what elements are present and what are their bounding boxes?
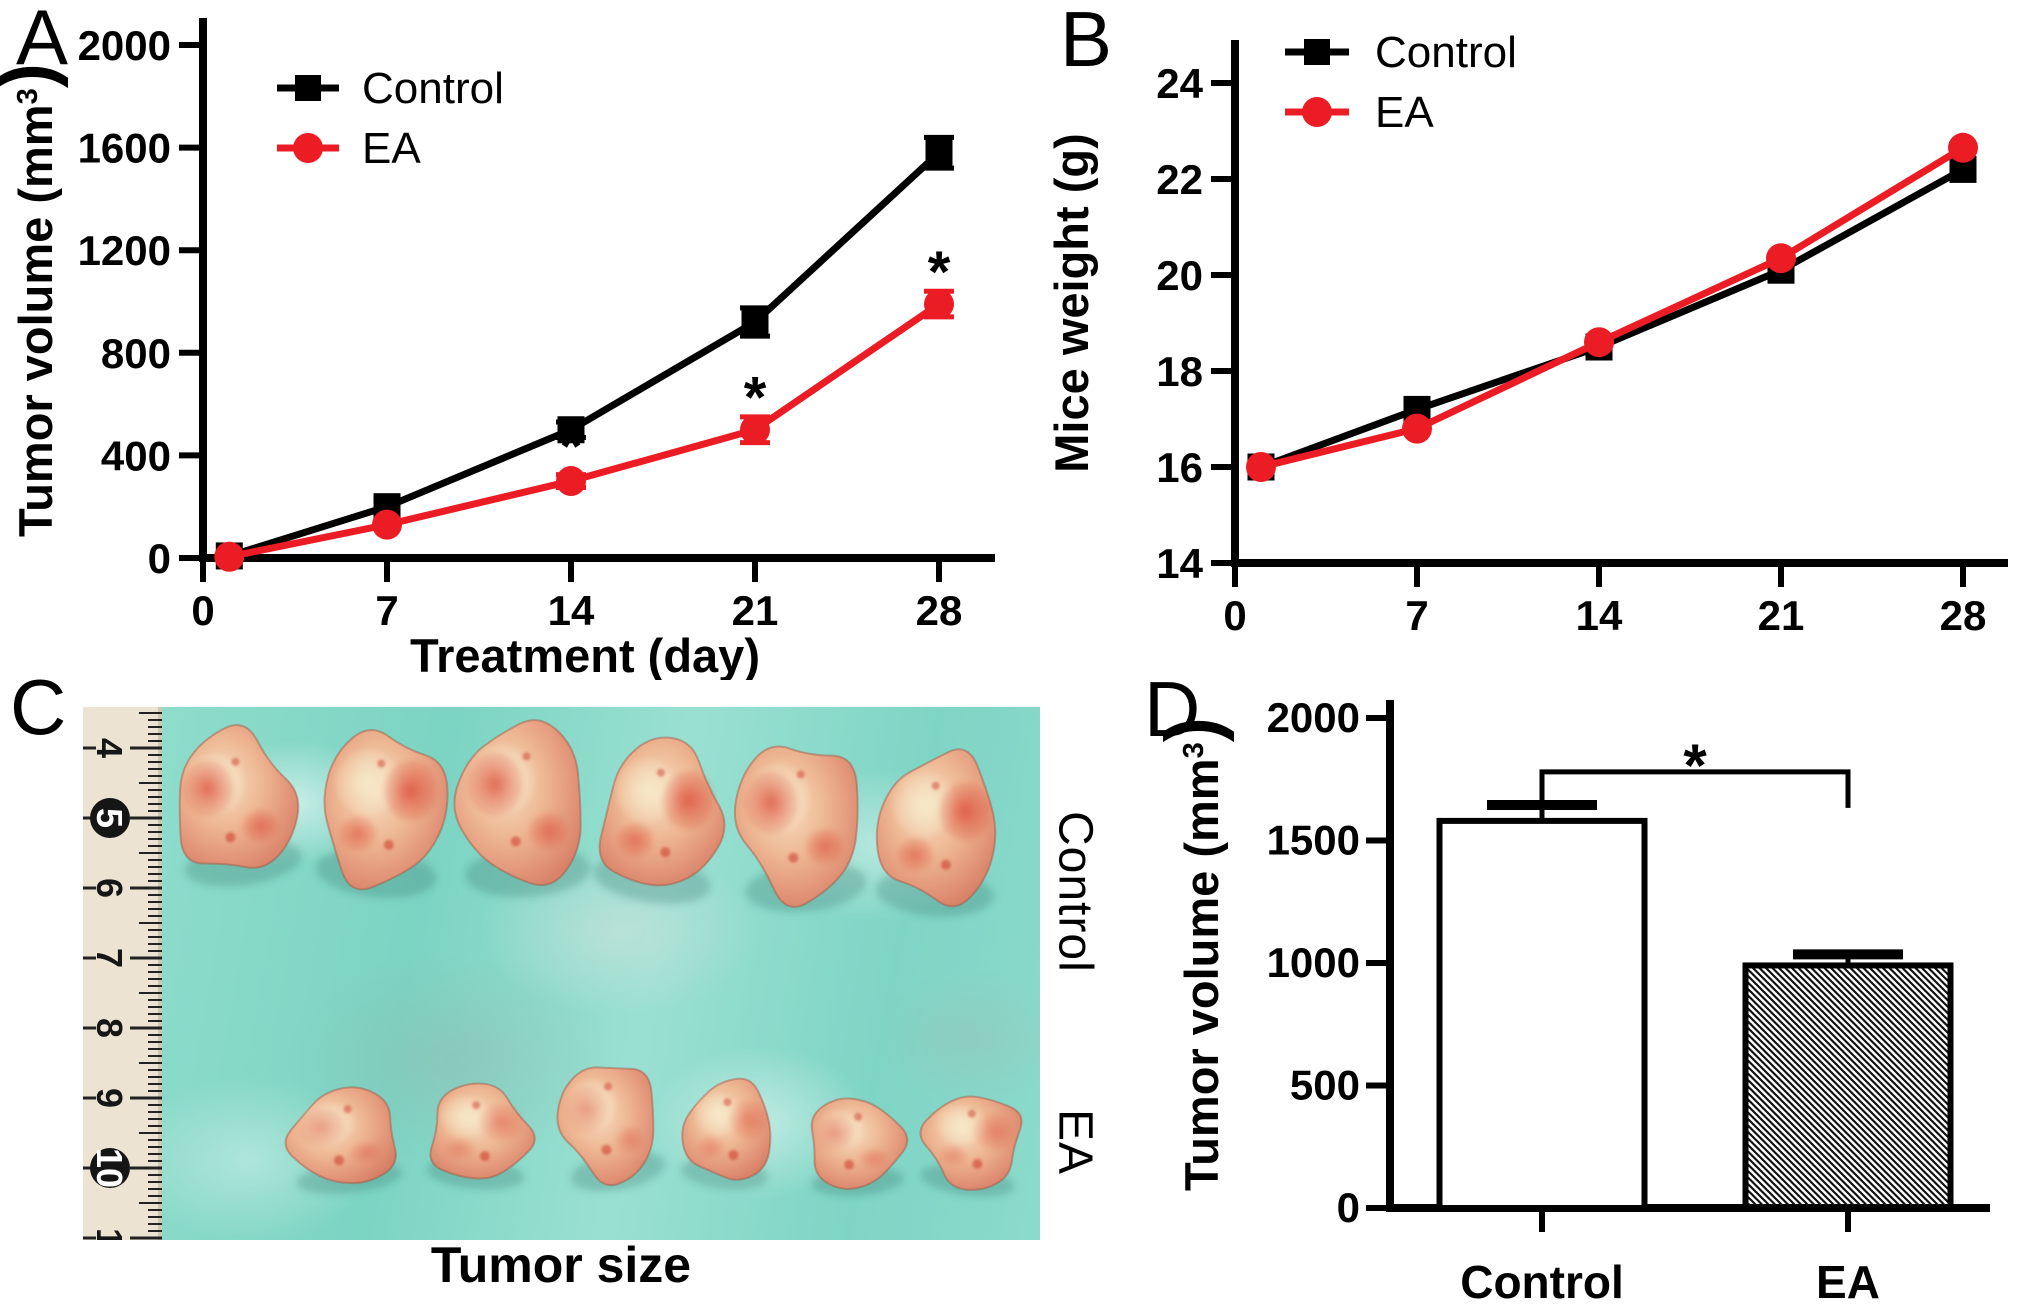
- svg-text:Control: Control: [1375, 28, 1517, 77]
- svg-text:1200: 1200: [78, 227, 171, 274]
- panel-d-bar-chart: 0 500 1000 1500 2000 Tumor volume (mm3) Contro…: [1150, 694, 1990, 1308]
- svg-text:7: 7: [375, 587, 398, 634]
- axes: [1211, 40, 2008, 587]
- tumor-row-control: [178, 719, 997, 917]
- svg-text:10: 10: [89, 1148, 130, 1188]
- tumor: [919, 1095, 1023, 1197]
- svg-text:14: 14: [548, 587, 595, 634]
- bar-ea: EA: [1742, 949, 1954, 1308]
- ruler-number: 9: [89, 1088, 130, 1108]
- ruler-number: 5: [89, 798, 130, 838]
- svg-text:24: 24: [1156, 60, 1203, 107]
- panel-b-line-chart: 14 16 18 20 22 24 0 7 14 21 28 Mice weight (g) Contr…: [1045, 28, 2008, 639]
- svg-text:0: 0: [1223, 592, 1246, 639]
- legend: Control EA: [1285, 28, 1517, 137]
- tumor: [810, 1097, 909, 1196]
- svg-text:18: 18: [1156, 348, 1203, 395]
- y-axis-title: Mice weight (g): [1045, 133, 1098, 472]
- svg-text:Control: Control: [362, 64, 504, 113]
- tumor-row-ea: [284, 1066, 1023, 1197]
- photo-row-label-control: Control: [1048, 811, 1102, 973]
- svg-text:7: 7: [89, 948, 130, 968]
- svg-text:21: 21: [732, 587, 779, 634]
- ruler-number: 8: [89, 1018, 130, 1038]
- photo-caption: Tumor size: [430, 1237, 692, 1293]
- tumor: [284, 1086, 403, 1194]
- panel-c-photo: 4 5 6 7 8 9 10 1: [83, 707, 1040, 1240]
- svg-text:1000: 1000: [1267, 939, 1360, 986]
- svg-text:0: 0: [148, 535, 171, 582]
- svg-text:2000: 2000: [1267, 694, 1360, 741]
- y-axis-title: Tumor volume (mm3): [1150, 717, 1235, 1191]
- panel-label-d: D: [1144, 665, 1201, 753]
- ruler-number: 7: [89, 948, 130, 968]
- svg-text:28: 28: [916, 587, 963, 634]
- x-axis-title: Treatment (day): [410, 629, 760, 680]
- tumor-photo-overlay: 4 5 6 7 8 9 10 1: [83, 707, 1023, 1240]
- svg-text:EA: EA: [1816, 1256, 1880, 1308]
- svg-text:28: 28: [1940, 592, 1987, 639]
- svg-text:14: 14: [1156, 540, 1203, 587]
- svg-text:16: 16: [1156, 444, 1203, 491]
- tumor: [593, 736, 726, 904]
- svg-text:21: 21: [1758, 592, 1805, 639]
- significance-bracket: [1539, 769, 1851, 808]
- ruler-number: 1: [89, 1228, 130, 1240]
- series-ea: [214, 288, 954, 572]
- svg-text:7: 7: [1405, 592, 1428, 639]
- ruler-number: 10: [89, 1148, 130, 1188]
- svg-text:0: 0: [191, 587, 214, 634]
- svg-text:5: 5: [89, 808, 130, 828]
- panel-label-b: B: [1060, 0, 1113, 83]
- svg-text:6: 6: [89, 878, 130, 898]
- series-ea: [1246, 132, 1978, 482]
- tumor: [875, 748, 997, 917]
- axes: [179, 18, 995, 582]
- ruler-number: 4: [89, 738, 130, 758]
- svg-text:20: 20: [1156, 252, 1203, 299]
- svg-text:8: 8: [89, 1018, 130, 1038]
- panel-label-a: A: [16, 0, 69, 81]
- significance-asterisk: *: [744, 366, 767, 431]
- svg-text:1500: 1500: [1267, 817, 1360, 864]
- series-control: [215, 134, 954, 570]
- significance-asterisk: *: [1683, 732, 1707, 799]
- tumor: [178, 724, 302, 887]
- photo-row-label-ea: EA: [1048, 1108, 1102, 1176]
- svg-text:EA: EA: [362, 124, 421, 173]
- tumor: [453, 719, 591, 898]
- svg-text:0: 0: [1337, 1184, 1360, 1231]
- svg-text:9: 9: [89, 1088, 130, 1108]
- svg-text:2000: 2000: [78, 22, 171, 69]
- svg-text:500: 500: [1290, 1062, 1360, 1109]
- bar-control: Control: [1436, 799, 1648, 1308]
- panel-label-c: C: [10, 663, 67, 751]
- significance-asterisk: *: [560, 414, 583, 479]
- ruler: 4 5 6 7 8 9 10 1: [83, 707, 162, 1240]
- legend: Control EA: [277, 64, 504, 173]
- svg-text:EA: EA: [1375, 88, 1434, 137]
- significance-asterisk: *: [928, 240, 951, 305]
- tumor: [681, 1077, 772, 1190]
- tumor: [733, 745, 867, 913]
- svg-text:14: 14: [1576, 592, 1623, 639]
- tumor: [556, 1066, 665, 1192]
- svg-text:4: 4: [89, 738, 130, 758]
- y-axis-title: Tumor volume (mm3): [0, 63, 69, 537]
- svg-text:800: 800: [101, 330, 171, 377]
- tumor: [315, 729, 449, 898]
- ruler-number: 6: [89, 878, 130, 898]
- tumor: [426, 1082, 536, 1190]
- svg-text:22: 22: [1156, 156, 1203, 203]
- panel-a-line-chart: 0 400 800 1200 1600 2000 0 7 14 21 28 Treatment (da…: [0, 18, 995, 680]
- svg-text:1600: 1600: [78, 125, 171, 172]
- svg-text:1: 1: [89, 1228, 130, 1240]
- svg-text:400: 400: [101, 432, 171, 479]
- svg-text:Control: Control: [1460, 1256, 1624, 1308]
